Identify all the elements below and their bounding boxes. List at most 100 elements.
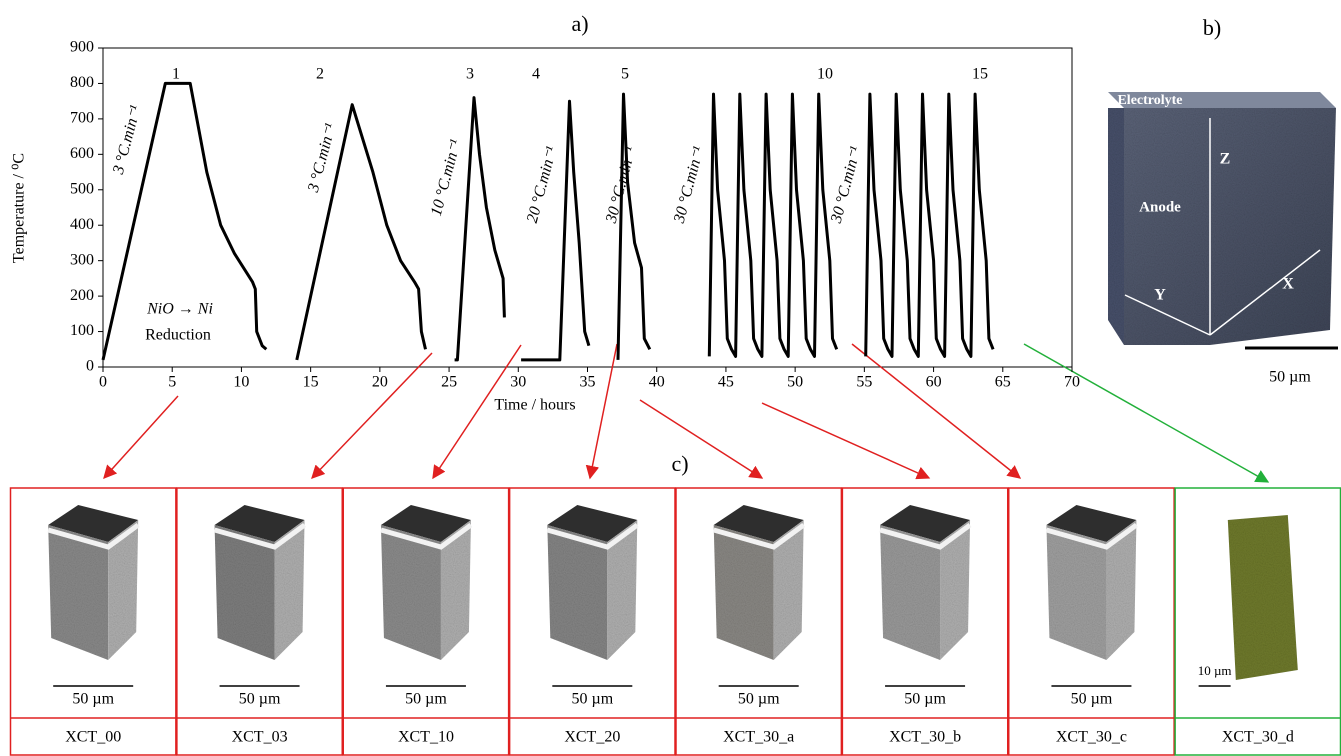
y-tick-label: 100 <box>70 322 94 339</box>
arrow <box>1023 343 1270 483</box>
x-tick-label: 20 <box>372 374 388 391</box>
sample-render <box>1227 515 1298 680</box>
sample-name: XCT_20 <box>564 729 620 746</box>
cycle-label: 2 <box>316 66 324 83</box>
y-axis-label: Temperature / ⁰C <box>11 153 28 263</box>
sample-top <box>1046 505 1137 542</box>
scale-label: 50 µm <box>239 691 281 708</box>
sample-left <box>880 525 941 660</box>
electrolyte-layer <box>1108 92 1336 108</box>
arrow <box>432 344 522 480</box>
cycle-label: 1 <box>172 66 180 83</box>
anode-label: Anode <box>1139 199 1181 215</box>
sample-band <box>47 522 140 550</box>
arrow <box>639 399 764 479</box>
arrows <box>103 343 1270 483</box>
sample-right <box>108 520 139 660</box>
sample-top <box>48 505 139 542</box>
x-tick-label: 5 <box>168 374 176 391</box>
sample-left <box>48 525 109 660</box>
sample-render <box>546 505 639 660</box>
sample-band <box>213 522 307 550</box>
y-tick-label: 400 <box>70 216 94 233</box>
temperature-line <box>101 81 995 362</box>
sample-render <box>1045 505 1138 660</box>
axis-y <box>1124 294 1211 336</box>
y-tick-label: 300 <box>70 251 94 268</box>
y-tick-label: 900 <box>70 39 94 56</box>
rate-label: 30 °C.min⁻¹ <box>828 145 865 226</box>
sample-frame <box>342 487 510 756</box>
x-tick-label: 45 <box>718 374 734 391</box>
rate-label: 30 °C.min⁻¹ <box>671 145 708 226</box>
sample-frame <box>841 487 1009 756</box>
sample-right <box>607 520 638 660</box>
rate-label: 10 °C.min⁻¹ <box>428 138 465 218</box>
rate-label: 3 °C.min⁻¹ <box>110 103 145 176</box>
cycle-label: 15 <box>972 66 988 83</box>
panel-a-label: a) <box>571 11 588 36</box>
scale-label: 50 µm <box>904 691 946 708</box>
sample-band <box>713 522 806 550</box>
scale-label: 50 µm <box>405 691 447 708</box>
sample-top <box>880 505 971 542</box>
sample-top <box>713 505 804 542</box>
sample-left <box>214 525 275 660</box>
cycle-label: 5 <box>621 66 629 83</box>
y-tick-label: 500 <box>70 180 94 197</box>
sample-right <box>440 520 471 660</box>
y-tick-label: 800 <box>70 74 94 91</box>
sample-name: XCT_10 <box>398 729 454 746</box>
y-tick-label: 700 <box>70 110 94 127</box>
y-tick-label: 600 <box>70 145 94 162</box>
sample-left <box>547 525 608 660</box>
axis-x-label: X <box>1282 276 1294 293</box>
sample-top <box>380 505 471 542</box>
sample-right <box>1106 520 1137 660</box>
sample-frame <box>508 487 676 756</box>
x-tick-label: 15 <box>303 374 319 391</box>
sample-right <box>940 520 971 660</box>
x-tick-label: 10 <box>233 374 249 391</box>
x-tick-label: 50 <box>787 374 803 391</box>
x-tick-label: 60 <box>926 374 942 391</box>
sample-name: XCT_00 <box>65 729 121 746</box>
sample-band <box>380 522 473 550</box>
sample-right <box>274 520 305 660</box>
axis-y-label: Y <box>1154 287 1166 304</box>
electrolyte-label: Electrolyte <box>1117 93 1182 108</box>
anode-side <box>1108 108 1124 345</box>
sample-left <box>380 525 441 660</box>
sample-name: XCT_30_b <box>889 729 961 746</box>
sample-name: XCT_30_d <box>1222 729 1294 746</box>
sample-band <box>879 522 972 550</box>
axis-z-label: Z <box>1220 151 1231 168</box>
sample-frame <box>176 487 343 756</box>
sample-render <box>213 505 307 660</box>
reaction: NiO → Ni <box>146 301 213 318</box>
sample-render <box>879 505 972 660</box>
panel-b-scale: 50 µm <box>1269 369 1311 386</box>
axis-x <box>1209 249 1321 336</box>
scale-label: 50 µm <box>72 691 114 708</box>
sample-render <box>47 505 140 660</box>
anode-render <box>1108 92 1336 345</box>
arrow <box>585 343 618 480</box>
arrow <box>103 395 179 480</box>
arrow <box>761 402 931 480</box>
sample-name: XCT_30_c <box>1056 729 1127 746</box>
sample-name: XCT_30_a <box>723 729 794 746</box>
x-tick-label: 35 <box>580 374 596 391</box>
sample-name: XCT_03 <box>232 729 288 746</box>
reaction-note: Reduction <box>145 327 211 344</box>
panel-b-label: b) <box>1203 15 1221 40</box>
arrow <box>311 352 433 479</box>
sample-render <box>713 505 806 660</box>
sample-frame <box>9 487 177 756</box>
x-tick-label: 55 <box>856 374 872 391</box>
arrow <box>851 343 1022 479</box>
rate-label: 30 °C.min⁻¹ <box>603 145 640 226</box>
sample-frame <box>675 487 843 756</box>
